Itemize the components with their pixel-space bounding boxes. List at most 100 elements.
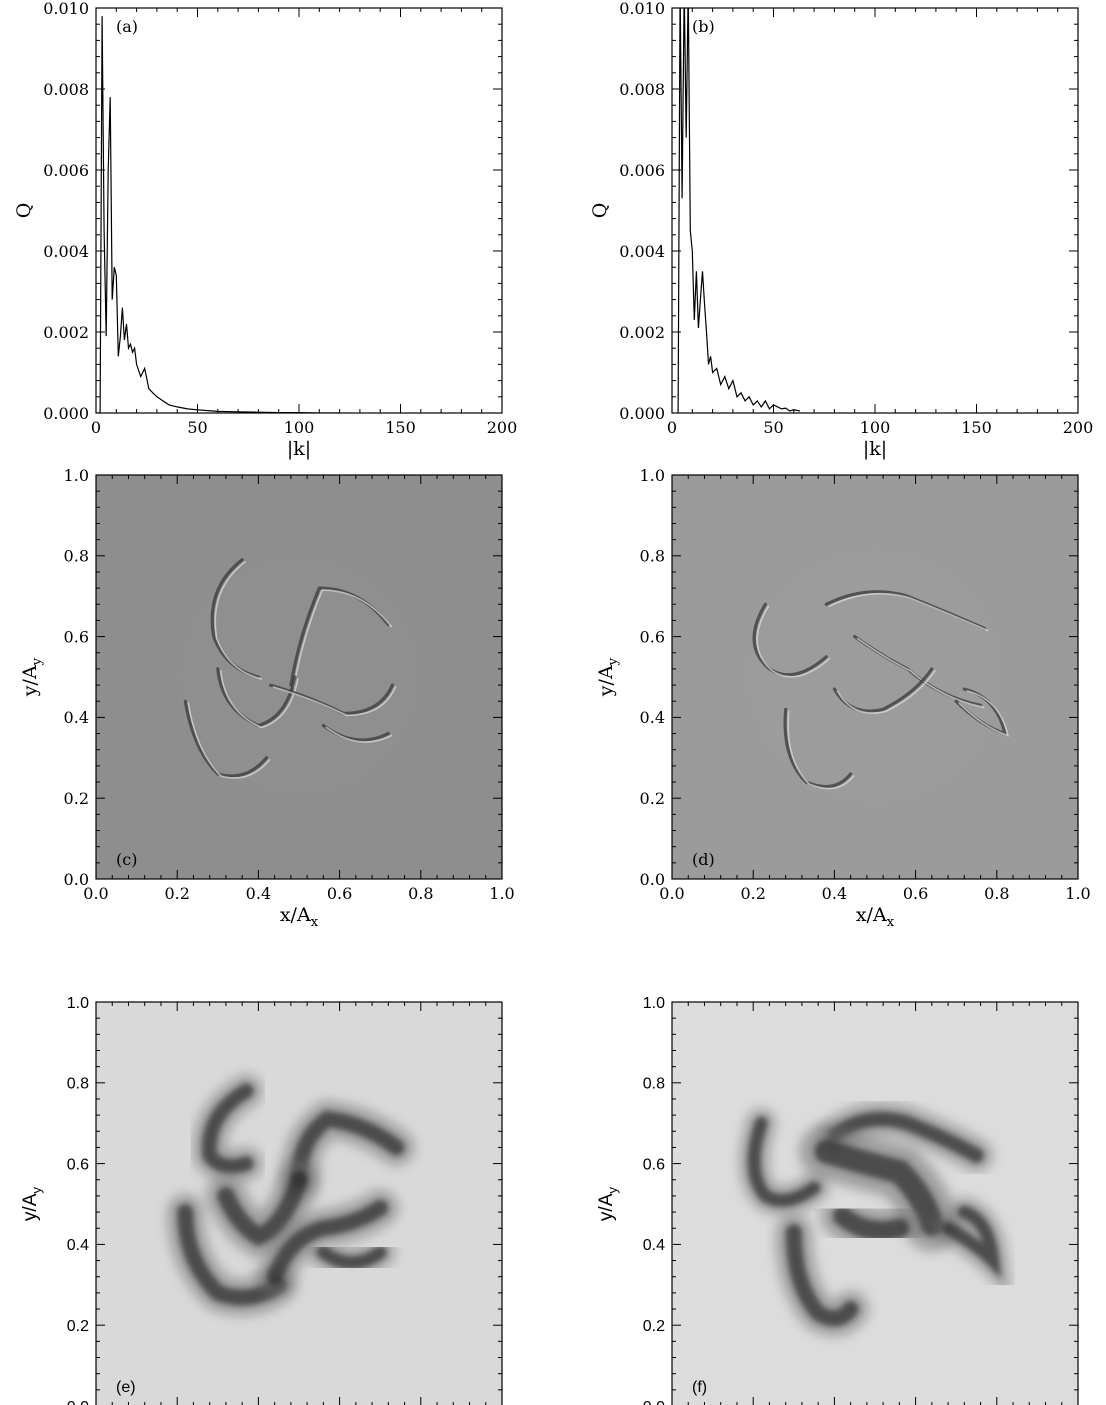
panel-a-panel-label: (a) (116, 17, 138, 36)
panel-b-xtick-label: 200 (1063, 418, 1094, 437)
panel-e-density-arm (217, 1171, 308, 1246)
panel-d-xtick-label: 0.2 (740, 884, 765, 903)
panel-d-ytick-label: 0.4 (640, 708, 665, 727)
panel-e-frame (95, 1001, 503, 1405)
panel-a-frame (95, 7, 503, 414)
panel-c-ytick-label: 0.8 (64, 547, 89, 566)
panel-f-ytick-label: 0.0 (643, 1399, 665, 1405)
panel-d-ytick-label: 0.0 (640, 870, 665, 889)
panel-f-ytick-label: 0.8 (643, 1076, 665, 1093)
panel-c-ytick-label: 0.4 (64, 708, 89, 727)
panel-e-ytick-label: 0.6 (67, 1156, 89, 1173)
panel-b-xtick-label: 50 (763, 418, 783, 437)
panel-d-xlabel: x/Ax (856, 904, 895, 930)
panel-c-filament-light (220, 670, 299, 729)
panel-e-density-arm (177, 1204, 287, 1306)
panel-c-frame (95, 474, 503, 880)
panel-a-xtick-label: 200 (487, 418, 518, 437)
panel-b-ytick-label: 0.006 (619, 161, 665, 180)
panel-b-ytick-label: 0.008 (619, 80, 665, 99)
panel-c-xtick-label: 0.0 (83, 884, 108, 903)
panel-c-ylabel: y/Ay (19, 657, 45, 697)
panel-f-image (739, 1102, 1012, 1337)
panel-f-density-arm (785, 1224, 859, 1327)
panel-b-panel-label: (b) (692, 17, 715, 36)
panel-e-ytick-label: 0.4 (67, 1237, 89, 1254)
panel-b-ytick-label: 0.000 (619, 404, 665, 423)
panel-a: 0 50 100 150 200 0.000 0.002 0.004 0.006 0.008 0.0… (13, 0, 517, 460)
panel-f-density-arm (747, 1116, 821, 1207)
panel-e-ytick-label: 0.8 (67, 1076, 89, 1093)
panel-a-xlabel: |k| (287, 438, 311, 460)
panel-a-ytick-label: 0.004 (43, 242, 89, 261)
panel-f-density-arm (832, 1206, 909, 1241)
panel-d-ytick-label: 1.0 (640, 466, 665, 485)
panel-f-frame (671, 1001, 1079, 1405)
panel-d-ytick-label: 0.8 (640, 547, 665, 566)
panel-c-ytick-label: 0.2 (64, 789, 89, 808)
panel-d-xtick-label: 0.6 (903, 884, 928, 903)
panel-a-xtick-label: 50 (187, 418, 207, 437)
panel-d-image (752, 555, 1009, 799)
panel-d-filament-light (836, 670, 936, 714)
panel-b-series-line (677, 8, 801, 413)
panel-f-density-arm (941, 1205, 1001, 1278)
panel-e-density-arm (317, 1246, 387, 1269)
panel-d-ylabel: y/Ay (595, 657, 621, 697)
panel-f-density-arm (814, 1139, 944, 1237)
panel-b-xtick-label: 100 (860, 418, 891, 437)
panel-e-ylabel: y/Ay (20, 1187, 44, 1221)
panel-c-texture-region (177, 555, 421, 799)
panel-f-ytick-label: 1.0 (643, 995, 665, 1012)
panel-b: 0 50 100 150 200 0.000 0.002 0.004 0.006 0.008 0.0… (589, 0, 1093, 460)
panel-f-ytick-label: 0.2 (643, 1318, 665, 1335)
panel-c-xtick-label: 0.4 (246, 884, 271, 903)
panel-d-filament-light (958, 690, 1009, 737)
panel-f-ylabel: y/Ay (596, 1187, 620, 1221)
panel-a-ytick-label: 0.008 (43, 80, 89, 99)
panel-a-ylabel: Q (13, 203, 35, 219)
panel-c-ytick-label: 0.6 (64, 627, 89, 646)
panel-c: 0.0 0.2 0.4 0.6 0.8 1.0 0.0 0.2 0.4 0.6 0.8 1.0 (c) x… (19, 466, 515, 930)
panel-d-filament-light (828, 592, 989, 632)
panel-a-ytick-label: 0.002 (43, 323, 89, 342)
panel-b-ytick-label: 0.004 (619, 242, 665, 261)
panel-c-filament-light (272, 686, 397, 717)
panel-b-xtick-label: 0 (667, 418, 677, 437)
panel-a-ytick-label: 0.006 (43, 161, 89, 180)
panel-c-ytick-label: 1.0 (64, 466, 89, 485)
panel-c-xtick-label: 0.6 (327, 884, 352, 903)
panel-f: 0.00.20.40.60.81.00.00.20.40.60.81.0(f)x… (596, 995, 1079, 1405)
panel-d-ytick-label: 0.6 (640, 627, 665, 646)
panel-e-ytick-label: 0.0 (67, 1399, 89, 1405)
panel-c-xlabel: x/Ax (280, 904, 319, 930)
panel-c-panel-label: (c) (116, 850, 137, 869)
panel-a-xtick-label: 100 (284, 418, 315, 437)
panel-d-filament-light (756, 605, 831, 678)
panel-d-xtick-label: 0.8 (984, 884, 1009, 903)
panel-d: 0.0 0.2 0.4 0.6 0.8 1.0 0.0 0.2 0.4 0.6 0.8 1.0 (d) x… (595, 466, 1091, 930)
panel-e: 0.00.20.40.60.81.00.00.20.40.60.81.0(e)x… (20, 995, 503, 1405)
panel-d-frame (671, 474, 1079, 880)
panel-c-xtick-label: 0.2 (164, 884, 189, 903)
panel-e-density-arm (266, 1200, 389, 1285)
panel-c-filament-light (214, 561, 263, 680)
panel-d-xtick-label: 0.0 (659, 884, 684, 903)
panel-c-xtick-label: 0.8 (408, 884, 433, 903)
panel-c-image (177, 555, 421, 799)
panel-b-xlabel: |k| (863, 438, 887, 460)
panel-e-density-arm (202, 1083, 254, 1174)
panel-d-filament-light (856, 637, 985, 709)
panel-d-texture-region (753, 555, 997, 799)
panel-d-filament-light (787, 710, 855, 790)
panel-c-filament-light (325, 726, 393, 743)
panel-a-xtick-label: 0 (91, 418, 101, 437)
panel-f-ytick-label: 0.4 (643, 1237, 665, 1254)
panel-f-ytick-label: 0.6 (643, 1156, 665, 1173)
panel-a-series-line (98, 16, 340, 413)
panel-c-filament-light (187, 702, 271, 779)
panel-e-image (167, 1074, 415, 1316)
panel-b-frame (671, 7, 1079, 414)
panel-b-xtick-label: 150 (961, 418, 992, 437)
